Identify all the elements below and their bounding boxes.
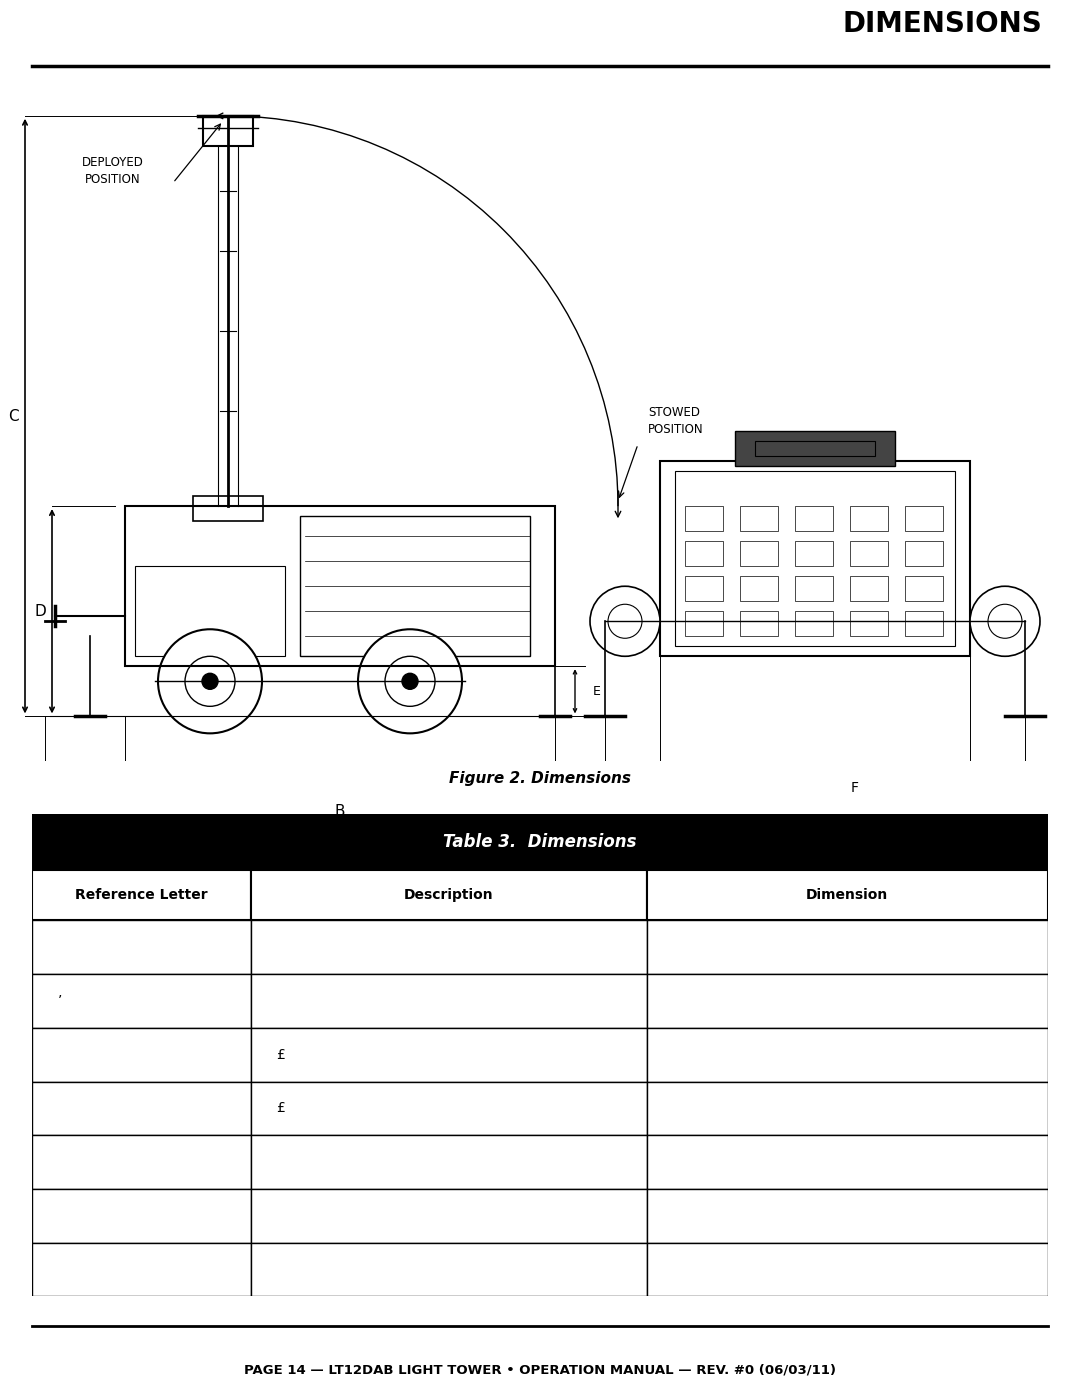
Bar: [32, 1081, 251, 1136]
Bar: [647, 974, 1048, 1028]
Bar: [685, 576, 723, 601]
Circle shape: [158, 629, 262, 733]
Bar: [795, 506, 833, 531]
Bar: [685, 541, 723, 566]
Bar: [740, 576, 778, 601]
Circle shape: [970, 587, 1040, 657]
Bar: [32, 870, 251, 921]
Bar: [905, 612, 943, 636]
Text: C: C: [8, 408, 18, 423]
Bar: [675, 471, 955, 647]
Bar: [32, 1243, 251, 1296]
Bar: [251, 870, 647, 921]
Bar: [660, 461, 970, 657]
Circle shape: [357, 629, 462, 733]
Text: D: D: [35, 604, 45, 619]
Bar: [795, 612, 833, 636]
Bar: [32, 1189, 251, 1243]
Bar: [135, 566, 285, 657]
Text: PAGE 14 — LT12DAB LIGHT TOWER • OPERATION MANUAL — REV. #0 (06/03/11): PAGE 14 — LT12DAB LIGHT TOWER • OPERATIO…: [244, 1363, 836, 1376]
Bar: [251, 1189, 647, 1243]
Text: B: B: [335, 805, 346, 820]
Bar: [795, 576, 833, 601]
Bar: [32, 921, 251, 974]
Text: Table 3.  Dimensions: Table 3. Dimensions: [443, 833, 637, 851]
Bar: [740, 541, 778, 566]
Bar: [685, 506, 723, 531]
Text: F: F: [851, 781, 859, 795]
Bar: [193, 496, 264, 521]
Bar: [647, 1243, 1048, 1296]
Text: ’: ’: [58, 995, 63, 1009]
Bar: [251, 974, 647, 1028]
Bar: [647, 1081, 1048, 1136]
Bar: [125, 506, 555, 666]
Text: £: £: [276, 1101, 285, 1115]
Bar: [647, 870, 1048, 921]
Bar: [647, 1028, 1048, 1081]
Bar: [740, 506, 778, 531]
Circle shape: [202, 673, 218, 689]
Bar: [905, 506, 943, 531]
Bar: [850, 576, 888, 601]
Bar: [735, 432, 895, 467]
Bar: [251, 1081, 647, 1136]
Bar: [32, 1136, 251, 1189]
Bar: [251, 1136, 647, 1189]
Text: RIGHT SIDE: RIGHT SIDE: [262, 863, 357, 879]
Bar: [647, 921, 1048, 974]
Text: £: £: [276, 1048, 285, 1062]
Bar: [32, 974, 251, 1028]
Bar: [647, 1189, 1048, 1243]
Text: REAR: REAR: [793, 844, 837, 858]
Bar: [685, 612, 723, 636]
Text: DIMENSIONS: DIMENSIONS: [842, 10, 1042, 39]
Bar: [251, 1243, 647, 1296]
Text: A: A: [295, 840, 306, 855]
Text: STOWED
POSITION: STOWED POSITION: [648, 407, 704, 436]
Bar: [251, 1028, 647, 1081]
Bar: [795, 541, 833, 566]
Text: DEPLOYED
POSITION: DEPLOYED POSITION: [82, 156, 144, 186]
Text: Description: Description: [404, 888, 494, 902]
Text: G: G: [850, 813, 861, 827]
Bar: [647, 1136, 1048, 1189]
Bar: [740, 612, 778, 636]
Bar: [905, 541, 943, 566]
Circle shape: [590, 587, 660, 657]
Text: Reference Letter: Reference Letter: [76, 888, 207, 902]
Bar: [905, 576, 943, 601]
Bar: [300, 515, 530, 657]
Text: Figure 2. Dimensions: Figure 2. Dimensions: [449, 771, 631, 785]
Bar: [850, 612, 888, 636]
Bar: [32, 1028, 251, 1081]
Bar: [850, 541, 888, 566]
Bar: [850, 506, 888, 531]
Bar: [203, 116, 253, 145]
Text: Dimension: Dimension: [806, 888, 888, 902]
Bar: [32, 814, 1048, 870]
Bar: [251, 921, 647, 974]
Bar: [755, 441, 875, 457]
Circle shape: [402, 673, 418, 689]
Text: E: E: [593, 685, 600, 698]
